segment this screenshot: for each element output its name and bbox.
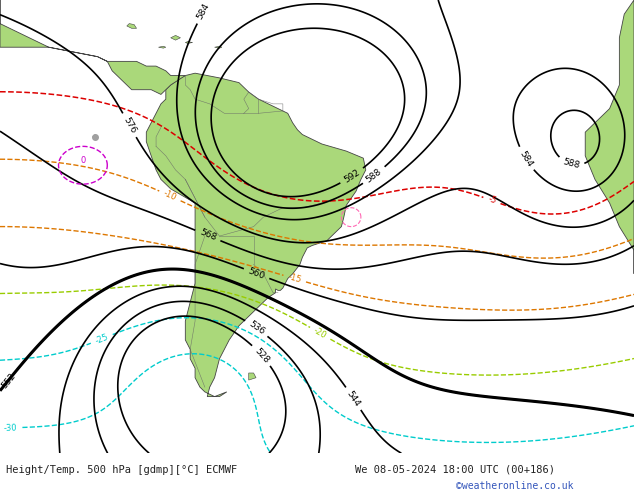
Polygon shape [249,373,256,380]
Polygon shape [127,24,136,28]
Polygon shape [146,73,366,396]
Text: -25: -25 [94,332,110,345]
Text: 576: 576 [121,116,138,135]
Polygon shape [93,135,98,139]
Text: 560: 560 [247,267,266,281]
Text: 584: 584 [517,149,534,169]
Text: 536: 536 [247,319,266,337]
Text: -30: -30 [4,423,18,433]
Text: 588: 588 [365,167,384,184]
Text: -15: -15 [287,272,302,285]
Polygon shape [158,46,166,48]
Text: 0: 0 [81,156,86,165]
Text: 592: 592 [342,168,361,184]
Text: ©weatheronline.co.uk: ©weatheronline.co.uk [456,481,574,490]
Text: 544: 544 [345,389,362,408]
Polygon shape [0,0,185,95]
Text: -5: -5 [486,195,497,206]
Polygon shape [585,0,634,274]
Text: -20: -20 [312,326,328,341]
Text: -10: -10 [162,189,178,203]
Polygon shape [185,42,193,44]
Text: 584: 584 [195,2,212,21]
Text: We 08-05-2024 18:00 UTC (00+186): We 08-05-2024 18:00 UTC (00+186) [355,465,555,475]
Text: 552: 552 [0,371,17,390]
Text: 588: 588 [562,157,581,171]
Text: 568: 568 [198,228,217,243]
Text: 528: 528 [252,346,271,365]
Text: Height/Temp. 500 hPa [gdmp][°C] ECMWF: Height/Temp. 500 hPa [gdmp][°C] ECMWF [6,465,238,475]
Polygon shape [171,35,181,40]
Polygon shape [214,46,222,48]
